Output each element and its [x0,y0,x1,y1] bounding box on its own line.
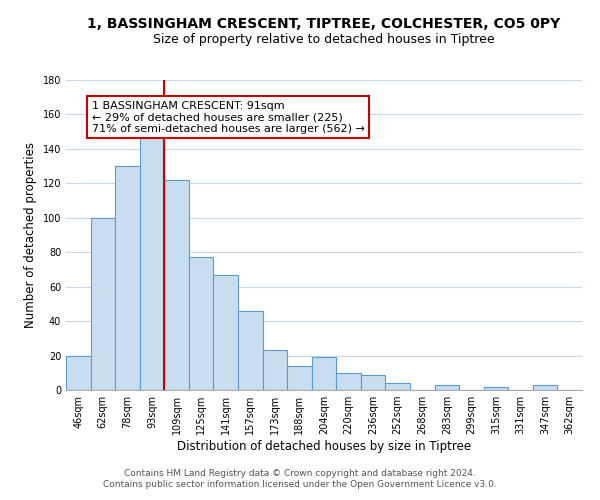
Bar [140,137,164,390]
Bar [91,218,115,390]
Bar [312,358,336,390]
Bar [115,166,140,390]
Bar [287,366,312,390]
X-axis label: Distribution of detached houses by size in Tiptree: Distribution of detached houses by size … [177,440,471,453]
Bar [164,180,189,390]
Bar [385,383,410,390]
Y-axis label: Number of detached properties: Number of detached properties [24,142,37,328]
Bar [484,386,508,390]
Bar [214,274,238,390]
Bar [434,385,459,390]
Text: 1, BASSINGHAM CRESCENT, TIPTREE, COLCHESTER, CO5 0PY: 1, BASSINGHAM CRESCENT, TIPTREE, COLCHES… [88,18,560,32]
Bar [189,258,214,390]
Bar [238,311,263,390]
Bar [263,350,287,390]
Text: Contains public sector information licensed under the Open Government Licence v3: Contains public sector information licen… [103,480,497,489]
Bar [66,356,91,390]
Text: 1 BASSINGHAM CRESCENT: 91sqm
← 29% of detached houses are smaller (225)
71% of s: 1 BASSINGHAM CRESCENT: 91sqm ← 29% of de… [92,100,365,134]
Bar [361,374,385,390]
Text: Size of property relative to detached houses in Tiptree: Size of property relative to detached ho… [153,32,495,46]
Text: Contains HM Land Registry data © Crown copyright and database right 2024.: Contains HM Land Registry data © Crown c… [124,468,476,477]
Bar [336,373,361,390]
Bar [533,385,557,390]
